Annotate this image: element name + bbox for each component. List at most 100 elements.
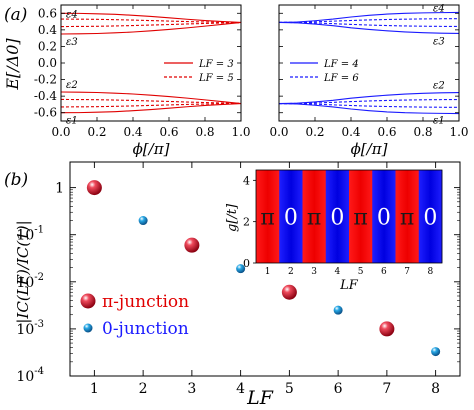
ytick-label: -0.6 <box>34 106 57 120</box>
series-lf3-band-2 <box>60 21 242 35</box>
panel-b-yticks: 1 10-1 10-2 10-3 10-4 <box>16 181 460 385</box>
ytick-label: 10-3 <box>16 319 44 338</box>
legend-0-junction: 0-junction <box>102 319 189 339</box>
series-lf5-band-1 <box>60 18 242 24</box>
xtick-label: 6 <box>334 381 343 397</box>
series-lf6-band-4 <box>278 103 460 108</box>
legend-pi-ball <box>80 293 96 309</box>
inset-yticks: 0 2 4 <box>243 174 256 270</box>
inset-xtick-label: 6 <box>381 267 387 277</box>
0-junction-point-lf4 <box>236 264 246 274</box>
level-label-eps4: ε4 <box>66 9 78 20</box>
inset-cell-label-3: π <box>307 206 321 231</box>
panel-a-left-yticks: 0.6 0.4 0.2 0.0 -0.2 -0.4 -0.6 <box>34 6 241 120</box>
ytick-label: 0.6 <box>38 6 57 20</box>
inset-cell-label-7: π <box>400 206 414 231</box>
panel-b-xlabel: LF <box>246 387 274 409</box>
panel-b-xticks: 1 2 3 4 5 6 7 8 <box>90 162 440 397</box>
xtick-label: 0.6 <box>377 125 396 139</box>
ytick-label: -0.4 <box>34 89 58 103</box>
xtick-label: 0.2 <box>87 125 106 139</box>
series-lf4-band-4 <box>278 103 460 115</box>
xtick-label: 0.2 <box>305 125 324 139</box>
series-lf4-band-3 <box>278 92 460 105</box>
level-label-eps2: ε2 <box>66 80 78 91</box>
xtick-label: 5 <box>285 381 294 397</box>
xtick-label: 0.4 <box>341 125 360 139</box>
ytick-label: 1 <box>55 181 64 197</box>
panel-a-left-xticks: 0.0 0.2 0.4 0.6 0.8 1.0 <box>51 5 251 139</box>
inset-xtick-label: 4 <box>335 267 341 277</box>
legend-0-ball <box>83 323 93 333</box>
series-lf6-band-1 <box>278 18 460 23</box>
level-label-eps1: ε1 <box>66 116 78 127</box>
inset-xlabel: LF <box>339 278 359 293</box>
inset-xtick-label: 7 <box>404 267 410 277</box>
series-lf6-band-2 <box>278 21 460 28</box>
series-lf3-band-4 <box>60 103 242 114</box>
inset-cell-label-1: π <box>260 206 274 231</box>
series-lf4-band-2 <box>278 21 460 34</box>
inset-frame <box>255 169 443 264</box>
inset-xticks: 1 2 3 4 5 6 7 8 <box>265 267 434 277</box>
inset-cell-label-5: π <box>353 206 367 231</box>
series-lf5-band-3 <box>60 98 242 104</box>
panel-a-right-level-labels: ε4 ε3 ε2 ε1 <box>433 3 445 126</box>
inset-xtick-label: 5 <box>358 267 364 277</box>
xtick-label: 0.0 <box>269 125 288 139</box>
level-label-eps1: ε1 <box>433 116 445 127</box>
xtick-label: 1.0 <box>231 125 250 139</box>
xtick-label: 7 <box>382 381 391 397</box>
inset-ylabel: g[/t] <box>225 203 240 232</box>
xtick-label: 1 <box>90 381 99 397</box>
pi-junction-point-lf3 <box>184 237 200 253</box>
inset-cell-label-4: 0 <box>330 206 344 231</box>
ytick-label: 0.2 <box>38 39 57 53</box>
0-junction-point-lf6 <box>333 305 343 315</box>
xtick-label: 0.6 <box>159 125 178 139</box>
inset-xtick-label: 8 <box>428 267 434 277</box>
xtick-label: 4 <box>236 381 245 397</box>
level-label-eps4: ε4 <box>433 3 445 14</box>
ytick-label: 10-2 <box>16 272 44 291</box>
series-lf6-band-3 <box>278 98 460 105</box>
pi-junction-point-lf5 <box>281 284 297 300</box>
series-lf5-band-2 <box>60 22 242 28</box>
level-label-eps3: ε3 <box>433 36 445 47</box>
ytick-label: 0.4 <box>38 23 57 37</box>
0-junction-point-lf2 <box>138 216 148 226</box>
panel-a-ylabel: E[/Δ0] <box>3 38 22 91</box>
legend-lf4: LF = 4 <box>323 59 359 70</box>
panel-b-legend: π-junction 0-junction <box>80 292 189 339</box>
inset-ytick-label: 2 <box>243 216 250 229</box>
panel-b-frame <box>69 161 461 377</box>
panel-a-left-legend: LF = 3 LF = 5 <box>164 59 234 84</box>
xtick-label: 1.0 <box>449 125 468 139</box>
inset-xtick-label: 1 <box>265 267 271 277</box>
series-lf4-band-1 <box>278 11 460 23</box>
inset-cell-2 <box>279 170 303 263</box>
panel-a-left-level-labels: ε4 ε3 ε2 ε1 <box>66 9 78 126</box>
xtick-label: 0.0 <box>51 125 70 139</box>
ytick-label: 10-4 <box>16 366 44 385</box>
inset-ytick-label: 4 <box>243 174 250 187</box>
xtick-label: 0.8 <box>195 125 214 139</box>
xtick-label: 8 <box>431 381 440 397</box>
panel-label-b: (b) <box>4 170 28 190</box>
ytick-label: 10-1 <box>16 225 44 244</box>
panel-a-right-yticks <box>279 12 459 114</box>
panel-a-right-legend: LF = 4 LF = 6 <box>290 59 359 84</box>
panel-a-left: (a) E[/Δ0] 0.60.40.20.0-0.2-0.4-0.6 0.0 0… <box>3 4 251 158</box>
panel-b: (b) |IC(LF)/IC(1)| 1 10-1 10-2 10-3 10-4 1 2 3… <box>4 161 461 409</box>
inset-cell-7 <box>395 170 420 263</box>
inset-cell-label-2: 0 <box>284 206 298 231</box>
panel-a-right-xlabel: ϕ[/π] <box>351 140 388 158</box>
legend-lf5: LF = 5 <box>198 73 234 84</box>
inset-cell-3 <box>302 170 327 263</box>
xtick-label: 2 <box>139 381 148 397</box>
level-label-eps2: ε2 <box>433 81 445 92</box>
xtick-label: 3 <box>187 381 196 397</box>
